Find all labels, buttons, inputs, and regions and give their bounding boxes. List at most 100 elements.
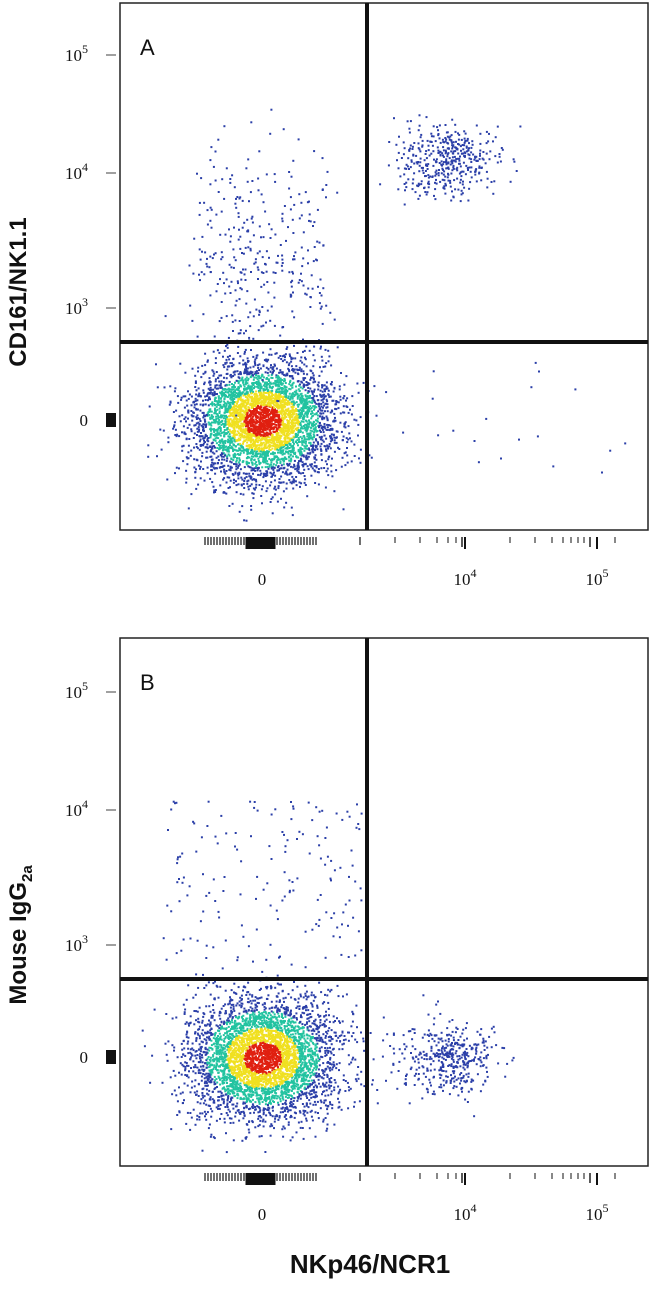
event-dot <box>292 478 295 481</box>
event-dot <box>258 435 261 438</box>
event-dot <box>255 483 258 486</box>
event-dot <box>199 465 202 468</box>
event-dot <box>208 389 211 391</box>
event-dot <box>274 382 277 385</box>
event-dot <box>213 428 216 431</box>
event-dot <box>274 395 277 398</box>
event-dot <box>445 158 448 161</box>
event-dot <box>212 165 215 168</box>
event-dot <box>257 430 260 433</box>
event-dot <box>276 405 279 408</box>
event-dot <box>243 487 246 489</box>
event-dot <box>275 367 278 370</box>
event-dot <box>451 118 454 121</box>
event-dot <box>250 421 252 424</box>
event-dot <box>197 395 200 398</box>
event-dot <box>193 466 196 469</box>
event-dot <box>300 214 303 217</box>
event-dot <box>306 414 309 417</box>
event-dot <box>416 184 419 187</box>
event-dot <box>421 169 424 172</box>
event-dot <box>262 461 265 464</box>
event-dot <box>305 438 308 441</box>
event-dot <box>427 182 429 185</box>
event-dot <box>206 393 209 396</box>
event-dot <box>239 371 242 373</box>
event-dot <box>242 359 245 362</box>
event-dot <box>211 393 214 396</box>
event-dot <box>205 423 208 426</box>
event-dot <box>237 425 240 428</box>
event-dot <box>222 364 225 367</box>
event-dot <box>301 387 304 390</box>
event-dot <box>258 311 261 314</box>
event-dot <box>238 463 241 466</box>
event-dot <box>257 457 260 460</box>
event-dot <box>269 419 271 422</box>
event-dot <box>249 191 252 194</box>
event-dot <box>251 395 254 398</box>
event-dot <box>295 407 297 410</box>
event-dot <box>221 438 224 441</box>
event-dot <box>255 357 258 359</box>
event-dot <box>245 418 248 421</box>
event-dot <box>325 196 327 199</box>
event-dot <box>259 391 262 394</box>
event-dot <box>323 423 326 425</box>
event-dot <box>301 361 304 364</box>
event-dot <box>330 364 333 367</box>
event-dot <box>259 389 262 392</box>
event-dot <box>289 414 292 417</box>
event-dot <box>250 404 253 407</box>
event-dot <box>325 428 328 431</box>
event-dot <box>225 470 228 472</box>
event-dot <box>308 200 310 203</box>
event-dot <box>242 404 244 406</box>
event-dot <box>445 160 448 162</box>
event-dot <box>326 463 328 466</box>
event-dot <box>229 465 232 468</box>
event-dot <box>250 427 253 430</box>
event-dot <box>489 150 492 153</box>
event-dot <box>358 457 360 460</box>
event-dot <box>263 420 266 422</box>
event-dot <box>459 181 462 184</box>
event-dot <box>291 310 294 313</box>
event-dot <box>237 432 240 435</box>
event-dot <box>247 432 250 435</box>
event-dot <box>249 484 252 487</box>
event-dot <box>253 440 256 443</box>
event-dot <box>267 441 270 444</box>
event-dot <box>287 436 290 439</box>
event-dot <box>219 233 222 236</box>
event-dot <box>292 291 294 294</box>
event-dot <box>270 305 273 308</box>
event-dot <box>275 374 278 377</box>
event-dot <box>271 387 274 390</box>
event-dot <box>208 377 211 380</box>
event-dot <box>249 436 252 439</box>
event-dot <box>427 174 430 177</box>
event-dot <box>235 416 238 419</box>
event-dot <box>232 375 235 377</box>
event-dot <box>317 468 320 470</box>
event-dot <box>266 413 269 416</box>
event-dot <box>188 438 191 440</box>
event-dot <box>300 410 303 413</box>
event-dot <box>271 458 274 461</box>
event-dot <box>214 380 217 383</box>
event-dot <box>195 393 198 396</box>
event-dot <box>181 445 184 448</box>
event-dot <box>261 413 264 416</box>
y-tick-label: 103 <box>65 295 88 318</box>
event-dot <box>357 434 359 437</box>
event-dot <box>281 450 284 453</box>
event-dot <box>294 418 297 421</box>
event-dot <box>457 188 460 191</box>
event-dot <box>284 395 286 398</box>
event-dot <box>258 363 261 366</box>
event-dot <box>225 403 228 406</box>
event-dot <box>302 257 305 260</box>
event-dot <box>402 431 405 434</box>
event-dot <box>293 429 296 432</box>
